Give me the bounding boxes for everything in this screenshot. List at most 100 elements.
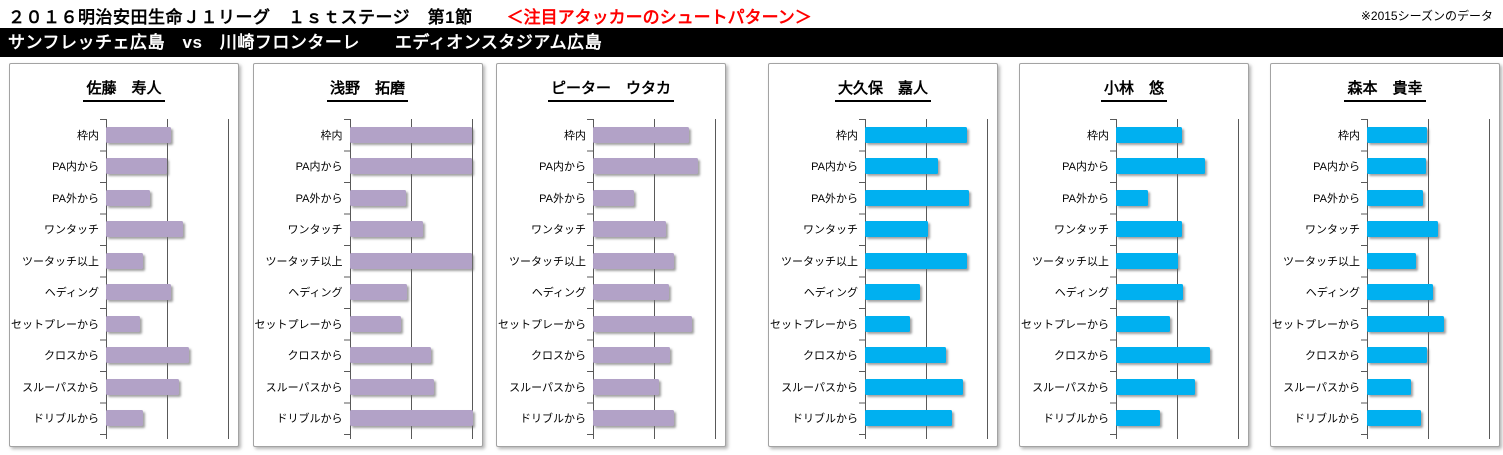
- bar: [1367, 158, 1426, 175]
- category-label: クロスから: [44, 350, 99, 363]
- bar-rows: 枠内 PA内から PA外から ワンタッチ ツータッチ以上 ヘディング セットプレーから クロス…: [1271, 119, 1499, 434]
- bar: [865, 252, 968, 269]
- bar-row: ツータッチ以上: [1271, 245, 1499, 277]
- bar: [1116, 347, 1210, 364]
- category-label: 枠内: [564, 129, 586, 142]
- player-name: 佐藤 寿人: [83, 77, 165, 102]
- category-label: クロスから: [531, 350, 586, 363]
- bar: [1367, 252, 1416, 269]
- bar: [1367, 126, 1427, 143]
- bar-area: [1116, 315, 1238, 332]
- bar: [865, 284, 920, 301]
- category-label: スルーパスから: [1032, 381, 1109, 394]
- bar-rows: 枠内 PA内から PA外から ワンタッチ ツータッチ以上 ヘディング セットプレーから クロス…: [1020, 119, 1248, 434]
- bar: [106, 158, 167, 175]
- category-label: ドリブルから: [1043, 413, 1109, 426]
- bar: [349, 252, 472, 269]
- category-label: セットプレーから: [11, 318, 99, 331]
- bar-row: ヘディング: [1271, 277, 1499, 309]
- bar-area: [1116, 221, 1238, 238]
- bar-row: PA内から: [1271, 151, 1499, 183]
- chart-title: 佐藤 寿人: [10, 77, 238, 102]
- bar-area: [1116, 410, 1238, 427]
- bar-row: スルーパスから: [497, 371, 725, 403]
- bar: [349, 126, 472, 143]
- bar: [349, 158, 472, 175]
- category-label: ツータッチ以上: [781, 255, 858, 268]
- bar-row: ドリブルから: [769, 403, 997, 435]
- bar-row: 枠内: [1271, 119, 1499, 151]
- category-label: ドリブルから: [520, 413, 586, 426]
- bar: [865, 410, 952, 427]
- bar-area: [1367, 221, 1489, 238]
- plot-area: 枠内 PA内から PA外から ワンタッチ ツータッチ以上 ヘディング セットプレーから クロス…: [10, 119, 238, 439]
- category-label: PA内から: [52, 161, 99, 174]
- category-label: ドリブルから: [1294, 413, 1360, 426]
- bar-area: [865, 252, 987, 269]
- bar-area: [593, 126, 715, 143]
- bar-area: [1367, 158, 1489, 175]
- bar: [106, 252, 143, 269]
- bar: [593, 158, 698, 175]
- bar: [1116, 315, 1170, 332]
- category-label: セットプレーから: [1021, 318, 1109, 331]
- category-label: スルーパスから: [22, 381, 99, 394]
- bar-area: [593, 158, 715, 175]
- bar-row: ヘディング: [10, 277, 238, 309]
- bar-rows: 枠内 PA内から PA外から ワンタッチ ツータッチ以上 ヘディング セットプレーから クロス…: [10, 119, 238, 434]
- bar: [1116, 158, 1206, 175]
- bar: [593, 252, 674, 269]
- bar: [1367, 347, 1427, 364]
- chart-title: 大久保 嘉人: [769, 77, 997, 102]
- bar-area: [593, 347, 715, 364]
- bar-area: [106, 189, 228, 206]
- bar-area: [106, 410, 228, 427]
- bar-row: セットプレーから: [10, 308, 238, 340]
- bar-row: セットプレーから: [254, 308, 482, 340]
- bar-row: ワンタッチ: [1020, 214, 1248, 246]
- bar-row: クロスから: [10, 340, 238, 372]
- bar: [865, 126, 968, 143]
- category-label: クロスから: [287, 350, 343, 363]
- plot-area: 枠内 PA内から PA外から ワンタッチ ツータッチ以上 ヘディング セットプレーから クロス…: [1020, 119, 1248, 439]
- bar-area: [1367, 315, 1489, 332]
- bar-area: [1116, 378, 1238, 395]
- bar: [349, 189, 406, 206]
- bar-area: [349, 221, 472, 238]
- bar: [106, 410, 143, 427]
- category-label: スルーパスから: [781, 381, 858, 394]
- bar-area: [1367, 347, 1489, 364]
- category-label: ヘディング: [288, 287, 343, 300]
- bar-area: [106, 221, 228, 238]
- bar: [593, 221, 667, 238]
- bar-row: セットプレーから: [769, 308, 997, 340]
- plot-area: 枠内 PA内から PA外から ワンタッチ ツータッチ以上 ヘディング セットプレーから クロス…: [769, 119, 997, 439]
- bar: [593, 347, 670, 364]
- group-spacer: [726, 63, 768, 447]
- category-label: ツータッチ以上: [1032, 255, 1109, 268]
- bar: [1367, 221, 1438, 238]
- bar: [593, 189, 635, 206]
- bar-row: クロスから: [1020, 340, 1248, 372]
- bar: [106, 189, 150, 206]
- header-highlight: ＜注目アタッカーのシュートパターン＞: [506, 7, 812, 27]
- bar-area: [349, 284, 472, 301]
- bar: [349, 410, 473, 427]
- bar-row: スルーパスから: [769, 371, 997, 403]
- chart-panel-asano: 浅野 拓磨 枠内 PA内から PA外から ワンタッチ ツータッチ以上 ヘディング セットプレー…: [252, 63, 483, 447]
- bar: [106, 126, 171, 143]
- bar-area: [349, 189, 472, 206]
- bar-area: [1116, 347, 1238, 364]
- bar-area: [1116, 189, 1238, 206]
- bar: [593, 410, 674, 427]
- bar: [1116, 221, 1182, 238]
- bar-area: [1116, 284, 1238, 301]
- bar-row: ドリブルから: [1020, 403, 1248, 435]
- bar-area: [106, 252, 228, 269]
- bar: [865, 315, 911, 332]
- bar: [1116, 284, 1184, 301]
- bar: [1116, 189, 1148, 206]
- bar: [349, 284, 407, 301]
- bar-area: [865, 221, 987, 238]
- bar-area: [106, 126, 228, 143]
